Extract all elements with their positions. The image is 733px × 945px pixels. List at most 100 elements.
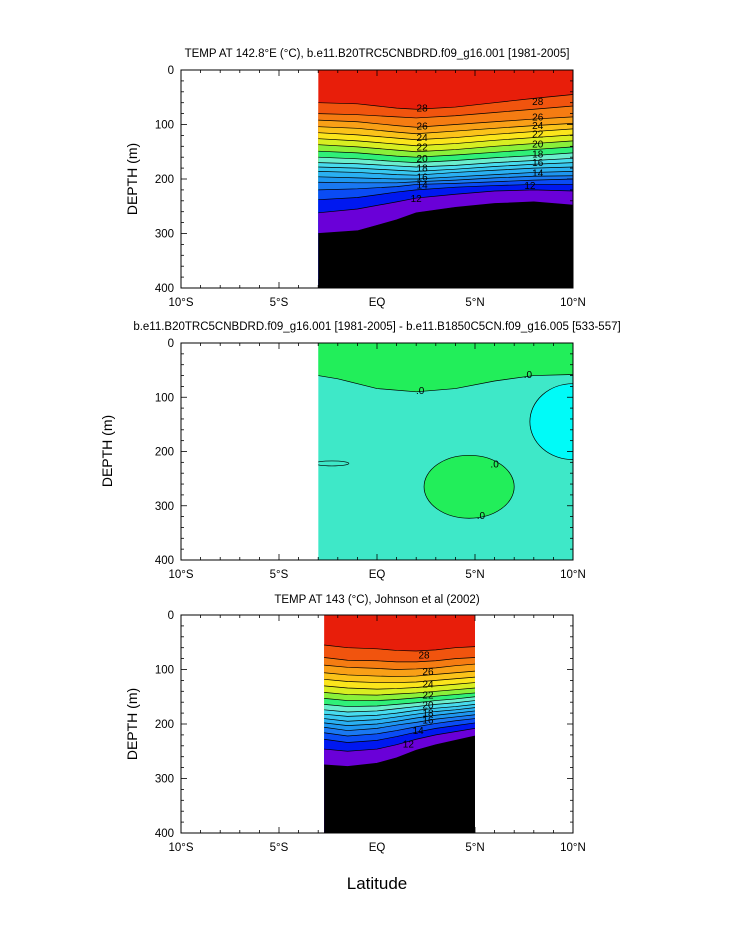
contour-label: 28 xyxy=(532,97,544,108)
contour-line-11 xyxy=(318,201,574,234)
contour-line-21 xyxy=(324,692,475,701)
contour-label: 16 xyxy=(532,158,544,169)
contour-line-12 xyxy=(318,189,574,214)
y-tick-label: 300 xyxy=(155,501,174,513)
contour-line-22 xyxy=(318,140,574,153)
contour-label: 20 xyxy=(422,700,434,711)
positive-patch-5N xyxy=(423,454,515,519)
surface-positive-band-outline xyxy=(318,374,574,393)
panel-1: TEMP AT 142.8°E (°C), b.e11.B20TRC5CNBDR… xyxy=(124,48,586,309)
panel-2-contours: .0 .0 .0 .0 xyxy=(318,343,574,560)
band-fill xyxy=(324,790,475,833)
contour-label: 18 xyxy=(422,709,434,720)
contour-label: 26 xyxy=(417,122,429,133)
contour-line-26 xyxy=(318,116,574,128)
contour-line-24 xyxy=(324,676,475,683)
x-tick-label: 5°N xyxy=(465,842,484,854)
y-tick-label: 100 xyxy=(155,665,174,677)
surface-positive-band xyxy=(318,343,573,392)
contour-line-27 xyxy=(318,105,574,119)
contour-line-19 xyxy=(318,157,574,168)
contour-line-10 xyxy=(318,216,574,281)
contour-line-18 xyxy=(324,704,475,717)
contour-line-24 xyxy=(318,128,574,141)
small-contour-loop xyxy=(318,460,350,467)
contour-label: 18 xyxy=(417,164,429,175)
contour-line-28 xyxy=(324,644,475,652)
contour-label: 28 xyxy=(418,650,430,661)
band-fill xyxy=(324,752,475,833)
contour-label: 26 xyxy=(532,112,544,123)
x-tick-label: 5°S xyxy=(270,569,289,581)
y-tick-label: 0 xyxy=(168,338,174,350)
x-tick-label: 5°N xyxy=(465,569,484,581)
contour-line-20 xyxy=(318,152,574,164)
panel-1-ylabel: DEPTH (m) xyxy=(124,143,140,215)
panel-1-title: TEMP AT 142.8°E (°C), b.e11.B20TRC5CNBDR… xyxy=(185,48,570,60)
y-tick-label: 100 xyxy=(155,392,174,404)
contour-label: .0 xyxy=(416,386,425,397)
contour-line-10 xyxy=(324,752,475,833)
panel-3: TEMP AT 143 (°C), Johnson et al (2002) D… xyxy=(124,594,586,854)
contour-label: 16 xyxy=(417,172,429,183)
contour-label: 24 xyxy=(532,121,544,132)
contour-line-25 xyxy=(324,670,475,677)
panel-3-ylabel: DEPTH (m) xyxy=(124,688,140,760)
y-tick-label: 100 xyxy=(155,120,174,132)
contour-line-16 xyxy=(324,710,475,726)
contour-line-9 xyxy=(318,253,574,288)
contour-label: 18 xyxy=(532,149,544,160)
contour-line-26 xyxy=(324,663,475,670)
contour-line-9 xyxy=(324,790,475,833)
contour-label: 14 xyxy=(532,169,544,180)
contour-label: 20 xyxy=(532,140,544,151)
y-tick-label: 400 xyxy=(155,828,174,840)
contour-label: 20 xyxy=(417,154,429,165)
contour-label: 24 xyxy=(417,133,429,144)
x-tick-label: EQ xyxy=(369,569,386,581)
contour-line-21 xyxy=(318,146,574,158)
y-tick-label: 400 xyxy=(155,555,174,567)
contour-line-23 xyxy=(318,134,574,147)
panel-2-title: b.e11.B20TRC5CNBDRD.f09_g16.001 [1981-20… xyxy=(133,321,620,333)
contour-label: 12 xyxy=(403,740,415,751)
y-tick-label: 0 xyxy=(168,610,174,622)
contour-line-19 xyxy=(324,700,475,713)
x-tick-label: 10°N xyxy=(560,842,586,854)
contour-line-23 xyxy=(324,682,475,690)
panel-2: b.e11.B20TRC5CNBDRD.f09_g16.001 [1981-20… xyxy=(99,321,621,581)
contour-label: 22 xyxy=(422,691,434,702)
contour-label: 10 xyxy=(515,203,527,214)
contour-line-13 xyxy=(324,722,475,743)
contour-line-11 xyxy=(324,735,475,767)
contour-label: 22 xyxy=(532,129,544,140)
contour-label: 22 xyxy=(417,142,429,153)
y-tick-label: 0 xyxy=(168,65,174,77)
x-tick-label: 10°S xyxy=(168,569,193,581)
x-tick-label: 10°N xyxy=(560,297,586,309)
contour-line-17 xyxy=(318,166,574,176)
y-tick-label: 300 xyxy=(155,229,174,241)
contour-line-14 xyxy=(324,718,475,737)
contour-line-17 xyxy=(324,707,475,722)
contour-label: 14 xyxy=(417,180,429,191)
contour-label: 12 xyxy=(411,194,423,205)
contour-line-27 xyxy=(324,657,475,663)
figure-xlabel: Latitude xyxy=(347,874,408,893)
contour-line-15 xyxy=(318,175,574,184)
contour-line-18 xyxy=(318,162,574,172)
x-tick-label: 10°N xyxy=(560,569,586,581)
contour-label: 28 xyxy=(417,104,429,115)
panel-2-ylabel: DEPTH (m) xyxy=(99,415,115,487)
y-tick-label: 300 xyxy=(155,774,174,786)
contour-line-25 xyxy=(318,123,574,135)
x-tick-label: 5°N xyxy=(465,297,484,309)
contour-label: .0 xyxy=(477,511,486,522)
x-tick-label: 10°S xyxy=(168,297,193,309)
contour-line-15 xyxy=(324,714,475,731)
contour-label: 14 xyxy=(413,726,425,737)
contour-label: 26 xyxy=(422,667,434,678)
contour-label: 12 xyxy=(524,181,536,192)
